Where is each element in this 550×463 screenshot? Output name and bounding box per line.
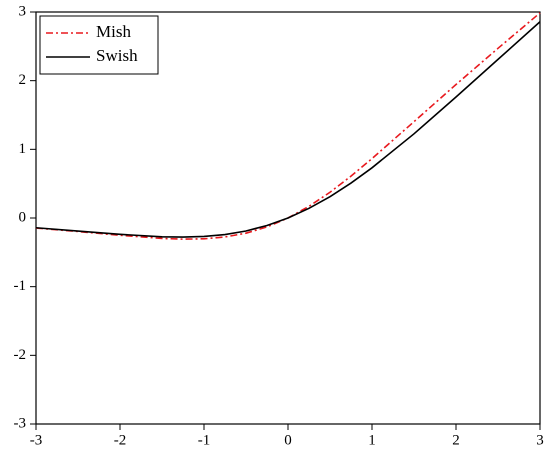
y-tick-label: 1 (19, 141, 27, 157)
x-tick-label: 0 (284, 432, 292, 448)
x-tick-label: -1 (198, 432, 211, 448)
y-tick-label: -3 (14, 415, 27, 431)
y-tick-label: 2 (19, 72, 27, 88)
legend-box (39, 15, 159, 75)
legend-label: Swish (96, 46, 138, 65)
x-tick-label: 3 (536, 432, 544, 448)
y-tick-label: 3 (19, 3, 27, 19)
legend: Mish Swish (39, 15, 159, 75)
x-tick-label: -3 (30, 432, 43, 448)
line-1 (35, 21, 541, 238)
x-tick-label: 2 (452, 432, 460, 448)
y-tick-label: 0 (19, 209, 27, 225)
x-tick-label: 1 (368, 432, 376, 448)
y-tick-label: -2 (14, 347, 27, 363)
y-tick-label: -1 (14, 278, 27, 294)
x-tick-label: -2 (114, 432, 127, 448)
legend-label: Mish (96, 22, 131, 41)
